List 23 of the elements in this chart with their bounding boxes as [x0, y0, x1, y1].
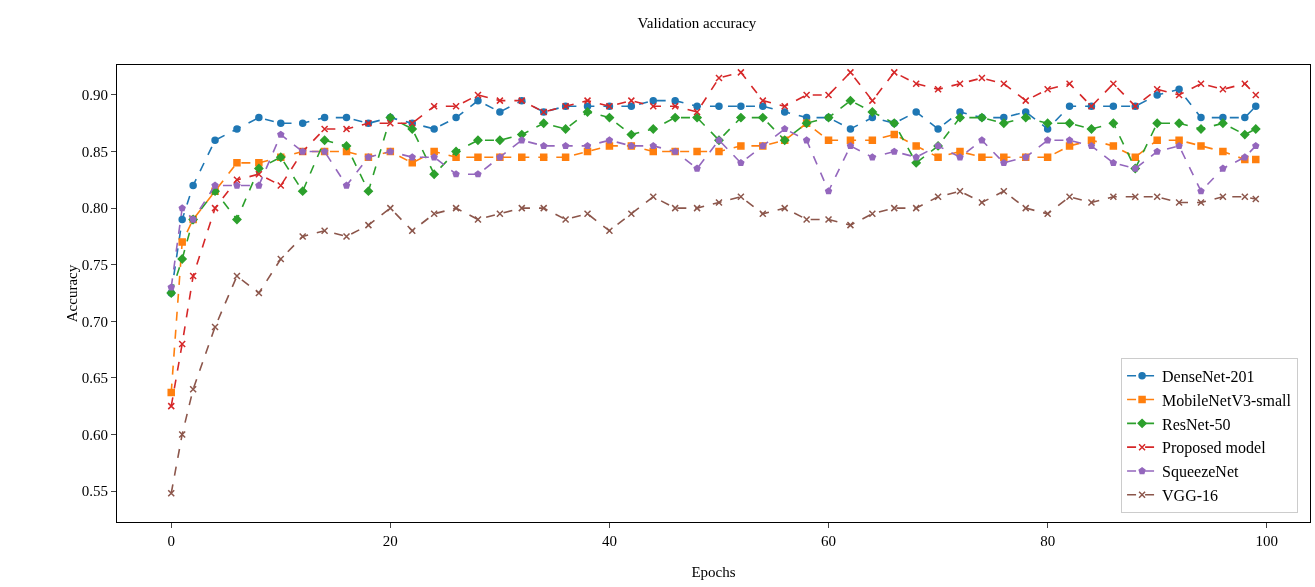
- chart-title: Validation accuracy: [637, 15, 757, 32]
- legend-label: SqueezeNet: [1162, 463, 1240, 482]
- y-tick-label: 0.80: [81, 200, 108, 217]
- y-tick-label: 0.55: [81, 483, 108, 500]
- y-tick-label: 0.75: [81, 256, 108, 273]
- x-tick-label: 60: [821, 533, 837, 549]
- legend-label: Proposed model: [1162, 439, 1267, 458]
- y-tick-label: 0.90: [81, 87, 108, 104]
- legend-label: VGG-16: [1162, 487, 1219, 504]
- x-tick-label: 100: [1255, 533, 1278, 549]
- legend-label: ResNet-50: [1162, 415, 1231, 433]
- y-tick-label: 0.85: [81, 143, 108, 160]
- y-axis-title: Accuracy: [63, 264, 80, 323]
- x-tick-label: 80: [1040, 533, 1056, 549]
- y-tick-label: 0.70: [81, 313, 108, 330]
- x-tick-label: 20: [382, 533, 398, 549]
- x-axis-title: Epochs: [691, 564, 736, 580]
- x-tick-label: 40: [601, 533, 617, 549]
- y-tick-label: 0.60: [81, 426, 108, 443]
- y-tick-label: 0.65: [81, 370, 108, 387]
- x-tick-label: 0: [167, 533, 175, 549]
- legend-label: MobileNetV3-small: [1162, 391, 1292, 409]
- legend-label: DenseNet-201: [1162, 368, 1255, 385]
